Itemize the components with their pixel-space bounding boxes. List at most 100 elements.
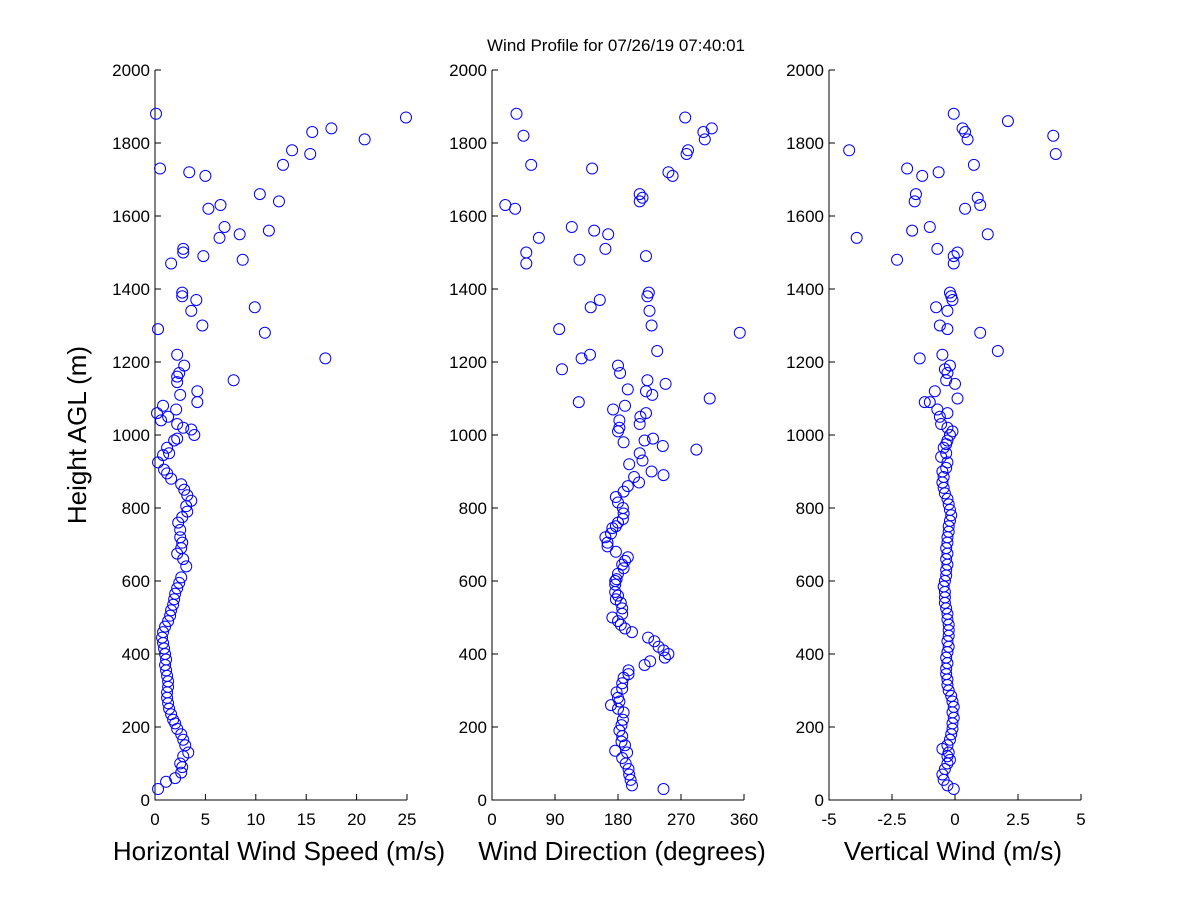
vertical-point <box>936 465 949 478</box>
speed-point <box>162 410 175 423</box>
vertical-point <box>971 191 984 204</box>
vertical-point <box>943 753 956 766</box>
speed-point <box>258 326 271 339</box>
vertical-point <box>933 410 946 423</box>
speed-point <box>181 505 194 518</box>
vertical-point <box>959 126 972 139</box>
speed-point <box>161 441 174 454</box>
direction-point <box>612 359 624 372</box>
direction-point <box>633 447 646 460</box>
direction-point <box>619 554 631 567</box>
direction-x-tick-label: 270 <box>667 810 695 829</box>
direction-x-tick-label: 180 <box>604 810 632 829</box>
speed-x-tick-label: 25 <box>398 810 417 829</box>
direction-point <box>525 158 538 171</box>
vertical-point <box>843 144 856 157</box>
direction-point <box>633 188 646 201</box>
direction-point <box>623 458 636 471</box>
vertical-y-tick-label: 2000 <box>786 61 824 80</box>
direction-y-tick-label: 1800 <box>449 134 487 153</box>
vertical-y-tick-label: 1200 <box>786 353 824 372</box>
speed-point <box>176 536 189 549</box>
direction-point <box>690 443 703 456</box>
speed-x-tick-label: 15 <box>297 810 316 829</box>
speed-y-tick-label: 0 <box>141 791 150 810</box>
vertical-point <box>947 783 960 796</box>
vertical-point <box>908 195 921 208</box>
direction-point <box>642 286 655 299</box>
speed-point <box>399 111 412 124</box>
direction-point <box>733 326 746 339</box>
speed-point <box>177 421 190 434</box>
vertical-point <box>1049 147 1062 160</box>
direction-point <box>633 418 646 431</box>
direction-point <box>553 323 566 336</box>
speed-point <box>180 560 193 573</box>
vertical-point <box>936 768 949 781</box>
speed-point <box>248 301 261 314</box>
speed-point <box>183 166 196 179</box>
vertical-point <box>941 492 954 505</box>
vertical-x-ticks: -5 -2.5 0 2.5 5 <box>821 794 1086 829</box>
vertical-point <box>981 228 994 241</box>
direction-point <box>613 414 626 427</box>
direction-point <box>657 469 670 482</box>
vertical-point <box>901 162 914 175</box>
direction-point <box>642 631 655 644</box>
direction-point <box>659 377 672 390</box>
vertical-point <box>891 253 904 266</box>
speed-point <box>167 713 180 726</box>
direction-point <box>641 374 654 387</box>
direction-y-tick-label: 400 <box>459 645 487 664</box>
y-axis-label: Height AGL (m) <box>62 346 92 524</box>
speed-y-tick-label: 400 <box>122 645 150 664</box>
speed-point <box>157 399 170 412</box>
direction-y-tick-label: 1200 <box>449 353 487 372</box>
vertical-point <box>974 326 987 339</box>
direction-point <box>633 195 646 208</box>
speed-point <box>182 746 195 759</box>
speed-point <box>202 202 215 215</box>
vertical-point <box>943 359 956 372</box>
speed-y-ticks: 0 200 400 600 800 1000 1200 1400 1600 1800 2000 <box>112 61 161 810</box>
vertical-point <box>913 352 926 365</box>
speed-point <box>177 733 190 746</box>
direction-point <box>646 388 659 401</box>
vertical-y-tick-label: 200 <box>796 718 824 737</box>
vertical-point <box>941 739 954 752</box>
speed-y-tick-label: 2000 <box>112 61 150 80</box>
panel-wind-direction: 0 200 400 600 800 1000 1200 1400 1600 1800 2000 0 9… <box>449 61 766 866</box>
speed-point <box>173 576 186 589</box>
vertical-y-tick-label: 800 <box>796 499 824 518</box>
direction-point <box>634 410 647 423</box>
speed-point <box>165 708 178 721</box>
direction-point <box>610 573 623 586</box>
speed-point <box>213 231 226 244</box>
vertical-point <box>949 377 961 390</box>
direction-point <box>607 403 620 416</box>
speed-point <box>214 199 227 212</box>
vertical-point <box>943 733 956 746</box>
vertical-y-ticks: 0 200 400 600 800 1000 1200 1400 1600 1800 2000 <box>786 61 835 810</box>
direction-point <box>657 783 670 796</box>
direction-point <box>619 399 631 412</box>
vertical-y-tick-label: 1600 <box>786 207 824 226</box>
vertical-point <box>941 304 954 317</box>
vertical-point <box>1001 115 1014 128</box>
speed-point <box>159 620 172 633</box>
vertical-point <box>938 762 951 775</box>
direction-point <box>601 540 614 553</box>
direction-point <box>645 465 658 478</box>
speed-point <box>155 414 168 427</box>
speed-point <box>152 783 165 796</box>
vertical-y-tick-label: 1400 <box>786 280 824 299</box>
direction-point <box>679 111 692 124</box>
vertical-point <box>940 447 953 460</box>
direction-x-tick-label: 0 <box>487 810 496 829</box>
vertical-point <box>941 607 954 620</box>
vertical-point <box>932 166 945 179</box>
direction-point <box>643 304 656 317</box>
vertical-point <box>1047 129 1060 142</box>
direction-point <box>609 578 622 591</box>
